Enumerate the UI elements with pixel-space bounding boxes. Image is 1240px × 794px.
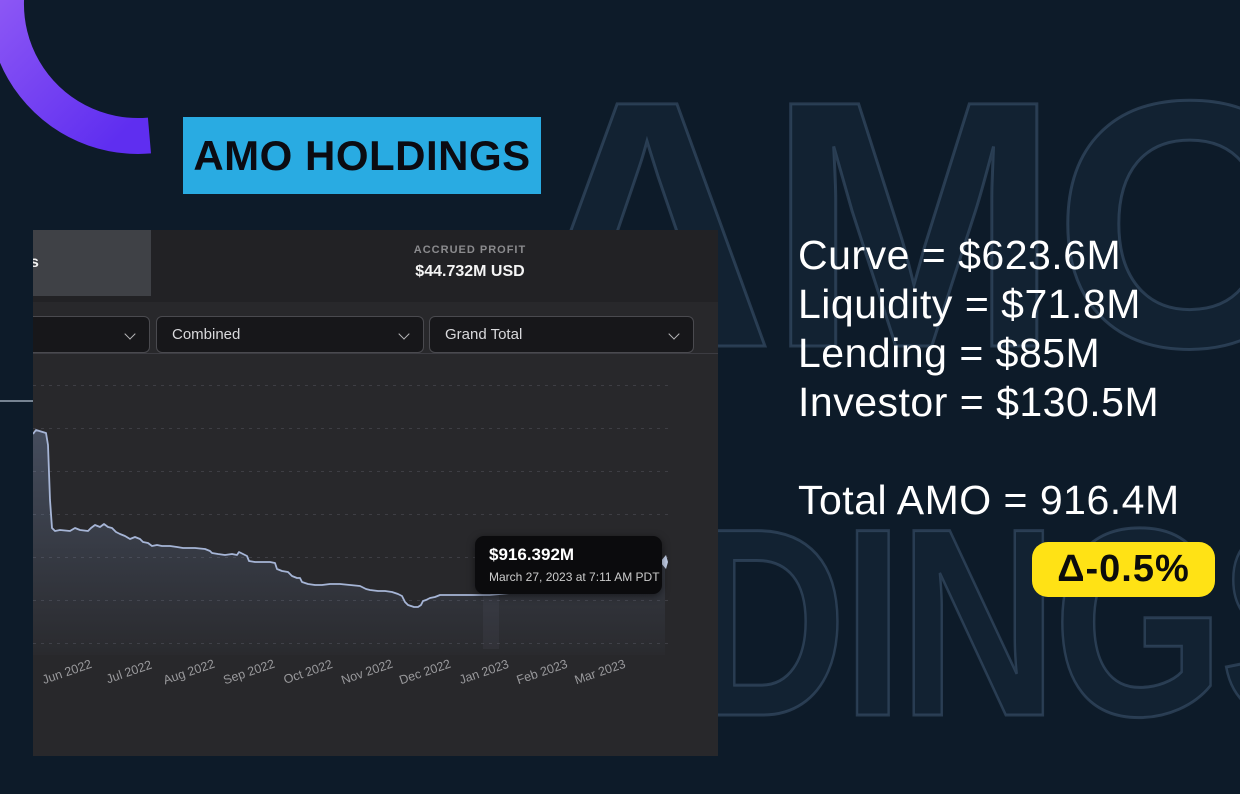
dashboard-panel: s ACCRUED PROFIT $44.732M USD Combined G… [33,230,718,756]
page-title: AMO HOLDINGS [193,131,531,179]
holdings-breakdown: Curve = $623.6M Liquidity = $71.8M Lendi… [798,231,1159,427]
metric-label: ACCRUED PROFIT [413,244,527,256]
hover-point-marker [660,555,668,569]
filter-2-label: Combined [172,326,241,343]
x-tick-label: Mar 2023 [572,656,628,688]
tooltip-timestamp: March 27, 2023 at 7:11 AM PDT [489,570,660,584]
chevron-down-icon [400,330,409,339]
title-banner: AMO HOLDINGS [183,117,541,194]
area-chart[interactable] [33,353,718,655]
tooltip-value: $916.392M [489,545,575,564]
tab-label: s [33,254,39,271]
filter-3-label: Grand Total [445,326,523,343]
metric-value: $44.732M USD [415,263,525,280]
watermark-dings: DINGS [687,472,1240,772]
chevron-down-icon [670,330,679,339]
x-axis: Jun 2022 Jul 2022 Aug 2022 Sep 2022 Oct … [33,655,718,715]
x-tick-label: Aug 2022 [161,656,217,688]
dashboard-header: s ACCRUED PROFIT $44.732M USD [33,230,718,302]
x-tick-label: Feb 2023 [514,656,570,688]
stat-liquidity: Liquidity = $71.8M [798,281,1141,327]
chevron-down-icon [126,330,135,339]
active-tab[interactable]: s [33,230,151,296]
x-tick-label: Dec 2022 [397,656,453,688]
total-amo: Total AMO = 916.4M [798,477,1180,523]
x-tick-label: Jun 2022 [40,657,94,687]
x-tick-label: Oct 2022 [281,657,335,687]
x-tick-label: Jan 2023 [457,657,511,687]
chart-tooltip: $916.392M March 27, 2023 at 7:11 AM PDT [475,536,662,594]
accrued-profit-metric: ACCRUED PROFIT $44.732M USD [333,244,607,281]
filter-dropdown-1[interactable] [33,316,150,353]
x-tick-label: Nov 2022 [339,656,395,688]
stat-curve: Curve = $623.6M [798,232,1122,278]
decorative-arc [0,0,151,154]
background-rule [0,400,33,402]
stat-investor: Investor = $130.5M [798,379,1160,425]
filter-dropdown-2[interactable]: Combined [156,316,424,353]
delta-badge: Δ-0.5% [1032,542,1215,597]
area-fill [33,430,665,655]
x-tick-label: Sep 2022 [221,656,277,688]
x-tick-label: Jul 2022 [104,657,154,687]
stat-lending: Lending = $85M [798,330,1101,376]
filter-dropdown-3[interactable]: Grand Total [429,316,694,353]
